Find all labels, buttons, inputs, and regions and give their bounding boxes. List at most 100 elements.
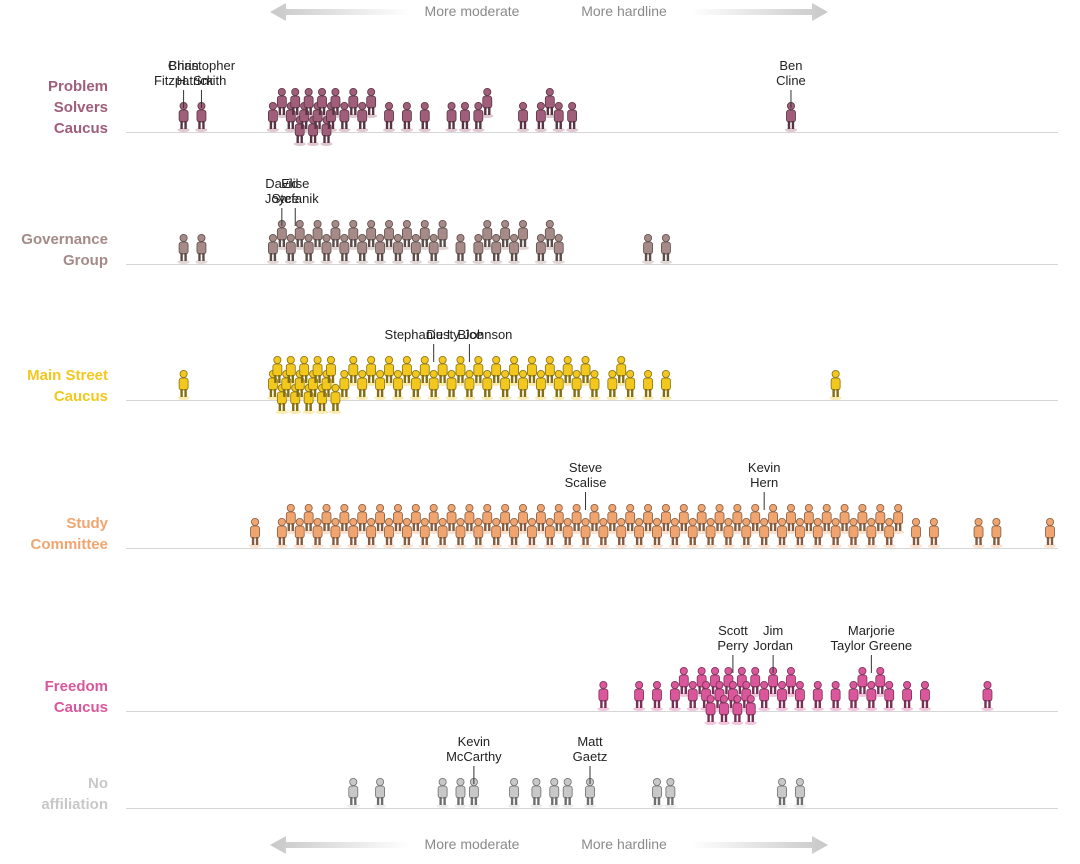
annotation-text: Matt [577, 734, 603, 749]
member-figure-main-street [615, 355, 628, 386]
member-figure-main-street [659, 369, 672, 400]
member-figure-study-committee [749, 503, 762, 534]
member-figure-problem-solvers [552, 102, 565, 132]
member-figure-study-committee [597, 518, 610, 548]
annotation-text: Gaetz [573, 749, 608, 764]
member-figure-study-committee [552, 503, 565, 534]
member-figure-main-street [508, 355, 521, 386]
member-figure-problem-solvers [517, 102, 530, 132]
member-figure-freedom-caucus [811, 681, 824, 711]
member-figure-study-committee [767, 503, 780, 534]
member-figure-study-committee [561, 518, 574, 548]
member-figure-main-street [579, 355, 592, 386]
member-figure-main-street [570, 369, 583, 400]
member-figure-no-affiliation [548, 778, 561, 808]
annotation-text: Kevin [458, 734, 491, 749]
member-figure-problem-solvers [472, 102, 485, 132]
member-figure-governance-group [552, 233, 565, 264]
member-figure-study-committee [633, 518, 646, 548]
member-figure-study-committee [329, 518, 342, 548]
member-figure-main-street [624, 369, 637, 400]
member-figure-main-street [329, 383, 342, 414]
member-figure-no-affiliation [650, 778, 663, 808]
member-figure-no-affiliation [664, 778, 677, 808]
member-figure-study-committee [481, 503, 494, 534]
member-figure-no-affiliation [374, 778, 387, 808]
member-figure-freedom-caucus [650, 681, 663, 711]
member-figure-study-committee [892, 503, 905, 534]
member-figure-governance-group [383, 219, 396, 250]
member-figure-governance-group [543, 219, 556, 250]
row-label-line: Group [63, 252, 108, 269]
row-label-line: Problem [48, 78, 108, 95]
annotation-text: Hern [750, 475, 778, 490]
member-figure-governance-group [302, 233, 315, 264]
member-figure-problem-solvers [338, 102, 351, 132]
member-figure-governance-group [436, 219, 449, 250]
annotation-text: Scott [718, 623, 748, 638]
member-figure-main-street [383, 355, 396, 386]
member-figure-main-street [418, 355, 431, 386]
member-figure-main-street [409, 369, 422, 400]
member-figure-study-committee [508, 518, 521, 548]
annotation-text: Ben [779, 58, 802, 73]
member-figure-no-affiliation [561, 778, 574, 808]
member-figure-study-committee [874, 503, 887, 534]
member-figure-freedom-caucus [717, 695, 730, 725]
member-figure-freedom-caucus [758, 681, 771, 711]
member-figure-study-committee [615, 518, 628, 548]
member-figure-study-committee [740, 518, 753, 548]
member-figure-study-committee [668, 518, 681, 548]
annotation-text: Cline [776, 73, 806, 88]
member-figure-problem-solvers [275, 88, 288, 118]
member-figure-governance-group [293, 219, 306, 250]
member-figure-study-committee [677, 503, 690, 534]
member-figure-study-committee [579, 518, 592, 548]
member-figure-problem-solvers [400, 102, 413, 132]
member-figure-main-street [311, 355, 324, 386]
member-figure-governance-group [391, 233, 404, 264]
member-figure-governance-group [275, 219, 288, 250]
member-figure-study-committee [793, 518, 806, 548]
member-figure-governance-group [472, 233, 485, 264]
member-figure-study-committee [347, 518, 360, 548]
member-figure-freedom-caucus [981, 681, 994, 711]
member-figure-study-committee [927, 518, 940, 548]
member-figure-study-committee [695, 503, 708, 534]
annotation-text: Dusty Johnson [426, 327, 512, 342]
annotation-text: Perry [717, 638, 749, 653]
member-figure-main-street [499, 369, 512, 400]
annotation-text: Fitzpatrick [154, 73, 214, 88]
member-figure-main-street [534, 369, 547, 400]
annotation-text: Joyce [265, 191, 299, 206]
member-figure-study-committee [811, 518, 824, 548]
member-figure-problem-solvers [383, 102, 396, 132]
axis-left-label: More moderate [425, 836, 520, 852]
member-figure-study-committee [463, 503, 476, 534]
annotation-text: Steve [569, 460, 602, 475]
caucus-row-main-street: Main Street Caucus Stephanie I. BiceDusty … [27, 327, 1058, 414]
annotation-text: Brian [168, 58, 198, 73]
member-figure-freedom-caucus [633, 681, 646, 711]
caucus-row-freedom-caucus: FreedomCaucusScottPerryJimJordanMarjorie… [45, 623, 1058, 725]
member-figure-main-street [517, 369, 530, 400]
member-figure-main-street [588, 369, 601, 400]
member-figure-study-committee [499, 503, 512, 534]
member-figure-study-committee [784, 503, 797, 534]
member-figure-governance-group [338, 233, 351, 264]
member-figure-main-street [454, 355, 467, 386]
member-figure-freedom-caucus [829, 681, 842, 711]
member-figure-freedom-caucus [686, 681, 699, 711]
row-label-line: Caucus [54, 120, 108, 137]
member-figure-study-committee [320, 503, 333, 534]
member-figure-study-committee [731, 503, 744, 534]
member-figure-governance-group [365, 219, 378, 250]
member-figure-no-affiliation [793, 778, 806, 808]
member-figure-governance-group [454, 233, 467, 264]
member-figure-governance-group [266, 233, 279, 264]
